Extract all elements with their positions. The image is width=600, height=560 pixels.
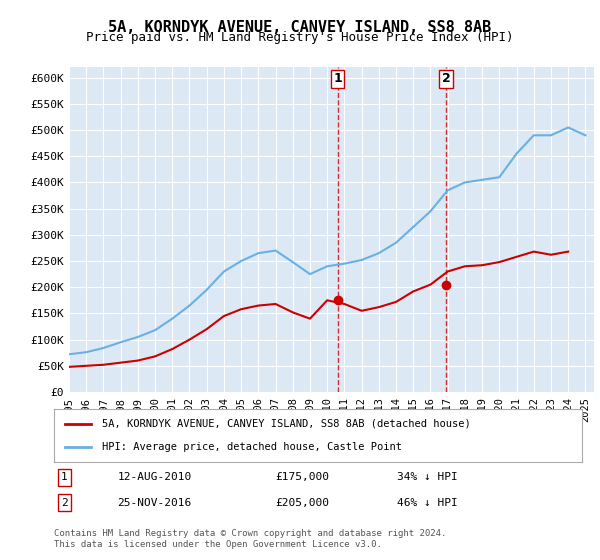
Text: 5A, KORNDYK AVENUE, CANVEY ISLAND, SS8 8AB: 5A, KORNDYK AVENUE, CANVEY ISLAND, SS8 8… <box>109 20 491 35</box>
Text: 12-AUG-2010: 12-AUG-2010 <box>118 473 191 482</box>
Text: 34% ↓ HPI: 34% ↓ HPI <box>397 473 458 482</box>
Text: 1: 1 <box>61 473 68 482</box>
Text: HPI: Average price, detached house, Castle Point: HPI: Average price, detached house, Cast… <box>101 442 401 452</box>
Text: 1: 1 <box>333 72 342 86</box>
Text: 5A, KORNDYK AVENUE, CANVEY ISLAND, SS8 8AB (detached house): 5A, KORNDYK AVENUE, CANVEY ISLAND, SS8 8… <box>101 419 470 429</box>
Text: 46% ↓ HPI: 46% ↓ HPI <box>397 498 458 507</box>
Text: £205,000: £205,000 <box>276 498 330 507</box>
Text: Contains HM Land Registry data © Crown copyright and database right 2024.
This d: Contains HM Land Registry data © Crown c… <box>54 529 446 549</box>
Text: £175,000: £175,000 <box>276 473 330 482</box>
Text: 2: 2 <box>61 498 68 507</box>
Text: Price paid vs. HM Land Registry's House Price Index (HPI): Price paid vs. HM Land Registry's House … <box>86 31 514 44</box>
Text: 2: 2 <box>442 72 451 86</box>
Text: 25-NOV-2016: 25-NOV-2016 <box>118 498 191 507</box>
